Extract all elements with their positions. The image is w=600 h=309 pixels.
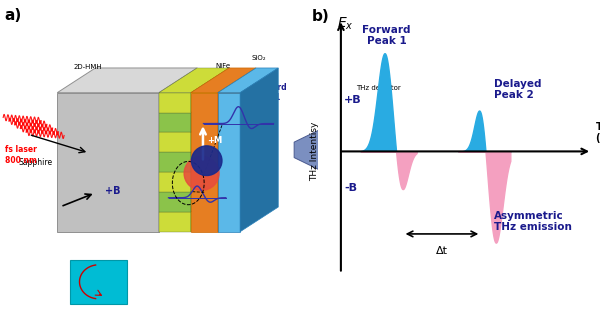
Text: -B: -B <box>344 183 357 193</box>
Polygon shape <box>57 68 197 93</box>
Polygon shape <box>159 68 197 232</box>
Polygon shape <box>361 94 396 134</box>
Text: Delayed
Peak 2: Delayed Peak 2 <box>229 201 264 220</box>
Text: Forward
Peak 1: Forward Peak 1 <box>362 25 411 46</box>
Polygon shape <box>159 152 191 172</box>
Text: $E_{x}$: $E_{x}$ <box>337 16 353 32</box>
Polygon shape <box>191 147 229 192</box>
Text: NiFe: NiFe <box>216 63 231 69</box>
Polygon shape <box>191 167 229 212</box>
Circle shape <box>191 146 222 176</box>
Text: SiO₂: SiO₂ <box>252 55 266 61</box>
Text: 2D-HMH: 2D-HMH <box>73 64 102 70</box>
Text: Time
(ps range): Time (ps range) <box>596 122 600 143</box>
Text: Δt: Δt <box>436 246 448 256</box>
Polygon shape <box>191 68 229 112</box>
Text: Sapphire: Sapphire <box>19 158 52 167</box>
Polygon shape <box>191 128 229 172</box>
Text: +M: +M <box>208 136 223 145</box>
Text: b): b) <box>312 10 330 24</box>
Polygon shape <box>159 212 191 232</box>
Text: Forward
Peak 1: Forward Peak 1 <box>251 83 287 102</box>
Polygon shape <box>191 68 256 93</box>
Text: Delayed
Peak 2: Delayed Peak 2 <box>494 79 542 100</box>
Polygon shape <box>159 93 191 112</box>
Polygon shape <box>159 172 191 192</box>
Text: THz detector: THz detector <box>356 85 401 91</box>
Text: Asymmetric
THz emission: Asymmetric THz emission <box>494 211 572 232</box>
Text: +B: +B <box>344 95 362 105</box>
Polygon shape <box>218 93 240 232</box>
Polygon shape <box>191 108 229 152</box>
Polygon shape <box>159 192 191 212</box>
Text: THz Intentisy: THz Intentisy <box>310 122 319 181</box>
Circle shape <box>184 156 219 190</box>
Text: +B: +B <box>105 186 121 196</box>
Text: a): a) <box>5 8 22 23</box>
Polygon shape <box>191 187 229 232</box>
Polygon shape <box>70 260 127 304</box>
Polygon shape <box>191 93 218 232</box>
Polygon shape <box>57 93 159 232</box>
Polygon shape <box>159 112 191 133</box>
Polygon shape <box>218 68 256 232</box>
Polygon shape <box>240 68 278 232</box>
Polygon shape <box>159 68 229 93</box>
Polygon shape <box>294 119 342 181</box>
Polygon shape <box>159 133 191 152</box>
Text: fs laser
800 nm: fs laser 800 nm <box>5 145 37 165</box>
Polygon shape <box>218 68 278 93</box>
Polygon shape <box>191 88 229 133</box>
